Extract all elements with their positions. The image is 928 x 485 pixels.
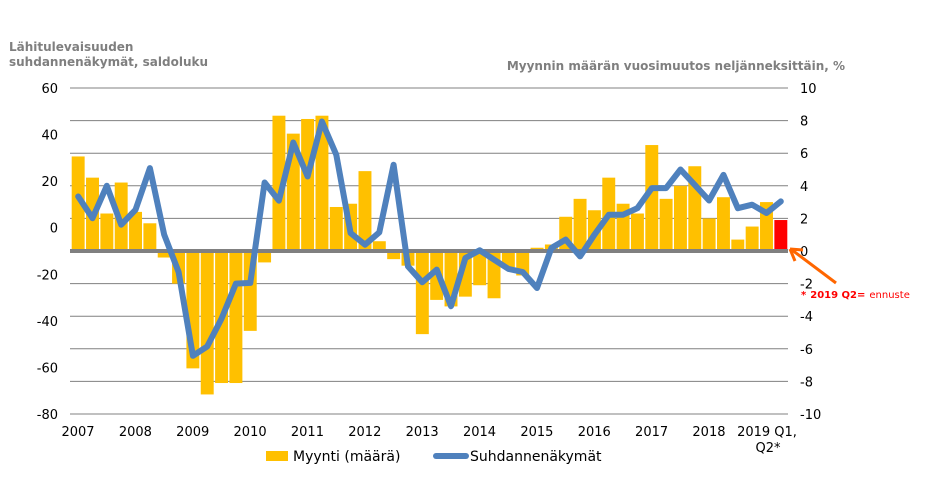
left-tick-label: 60 <box>41 82 58 97</box>
bar <box>473 251 487 286</box>
bar <box>229 251 243 384</box>
left-tick-label: 20 <box>41 175 58 190</box>
bar <box>258 251 272 263</box>
bar <box>645 145 659 251</box>
bar <box>143 223 157 251</box>
annotation-text: * 2019 Q2= ennuste <box>801 290 910 301</box>
x-tick-label: 2013 <box>406 425 439 440</box>
bar-forecast <box>774 220 788 251</box>
right-tick-label: 8 <box>800 115 808 130</box>
bar <box>157 251 171 258</box>
x-tick-label: 2008 <box>119 425 152 440</box>
bar <box>272 115 286 252</box>
bar <box>745 226 759 251</box>
x-tick-label: 2012 <box>348 425 381 440</box>
right-tick-label: 0 <box>800 245 808 260</box>
right-axis-title: Myynnin määrän vuosimuutos neljänneksitt… <box>507 59 845 73</box>
bar <box>731 239 745 251</box>
bar <box>129 211 142 251</box>
x-tick-label: Q2* <box>755 441 781 456</box>
legend-swatch-myynti <box>266 451 288 461</box>
bar <box>329 206 343 251</box>
annotation-arrow-head <box>788 247 804 262</box>
left-tick-label: 0 <box>50 222 58 237</box>
x-tick-label: 2010 <box>234 425 267 440</box>
bar <box>673 185 687 251</box>
right-tick-label: -10 <box>800 408 821 423</box>
legend: Myynti (määrä) Suhdannenäkymät <box>266 449 602 465</box>
bar <box>659 198 673 251</box>
bar <box>100 213 114 251</box>
x-tick-label: 2019 Q1, <box>737 425 797 440</box>
right-tick-label: 6 <box>800 147 808 162</box>
x-tick-label: 2016 <box>578 425 611 440</box>
left-tick-label: -60 <box>37 361 58 376</box>
right-tick-label: -8 <box>800 375 813 390</box>
series-line-suhdannenakymat <box>75 118 784 359</box>
legend-label-suhdannenakymat: Suhdannenäkymät <box>470 449 602 465</box>
x-tick-label: 2017 <box>635 425 668 440</box>
left-axis-title-line2: suhdannenäkymät, saldoluku <box>9 55 208 69</box>
left-tick-label: 40 <box>41 129 58 144</box>
bar <box>358 171 372 251</box>
left-tick-label: -20 <box>37 268 58 283</box>
x-tick-label: 2014 <box>463 425 496 440</box>
annotation-bold: 2019 Q2= <box>810 290 865 301</box>
bar <box>387 251 401 260</box>
bar <box>630 213 644 251</box>
right-tick-label: -6 <box>800 343 813 358</box>
left-tick-label: -80 <box>37 408 58 423</box>
right-tick-label: 4 <box>800 180 808 195</box>
bar <box>315 115 329 252</box>
x-tick-label: 2011 <box>291 425 324 440</box>
x-tick-label: 2015 <box>520 425 553 440</box>
annotation-label: ennuste <box>869 290 909 301</box>
bar <box>717 197 730 251</box>
x-tick-label: 2009 <box>176 425 209 440</box>
left-axis-title-line1: Lähitulevaisuuden <box>9 40 133 54</box>
legend-label-myynti: Myynti (määrä) <box>293 449 400 465</box>
annotation-arrow-line <box>791 248 837 285</box>
right-tick-label: 10 <box>800 82 817 97</box>
left-axis-ticks: 60 40 20 0 -20 -40 -60 -80 <box>37 82 58 423</box>
right-tick-label: -2 <box>800 278 813 293</box>
bar <box>301 118 315 251</box>
bar <box>200 251 214 395</box>
right-axis-ticks: 10 8 6 4 2 0 -2 -4 -6 -8 -10 <box>800 82 821 423</box>
bar <box>702 218 716 251</box>
x-tick-label: 2018 <box>692 425 725 440</box>
left-tick-label: -40 <box>37 315 58 330</box>
right-tick-label: -4 <box>800 310 813 325</box>
forecast-annotation: * 2019 Q2= ennuste <box>788 247 910 301</box>
x-tick-label: 2007 <box>61 425 94 440</box>
x-axis-ticks: 2007 2008 2009 2010 2011 2012 2013 2014 2015 2016… <box>61 425 796 456</box>
bar <box>71 156 85 251</box>
right-tick-label: 2 <box>800 212 808 227</box>
bar <box>372 241 386 251</box>
annotation-star: * <box>801 290 807 301</box>
bar <box>573 198 587 251</box>
bars <box>71 115 788 395</box>
bar <box>415 251 429 335</box>
